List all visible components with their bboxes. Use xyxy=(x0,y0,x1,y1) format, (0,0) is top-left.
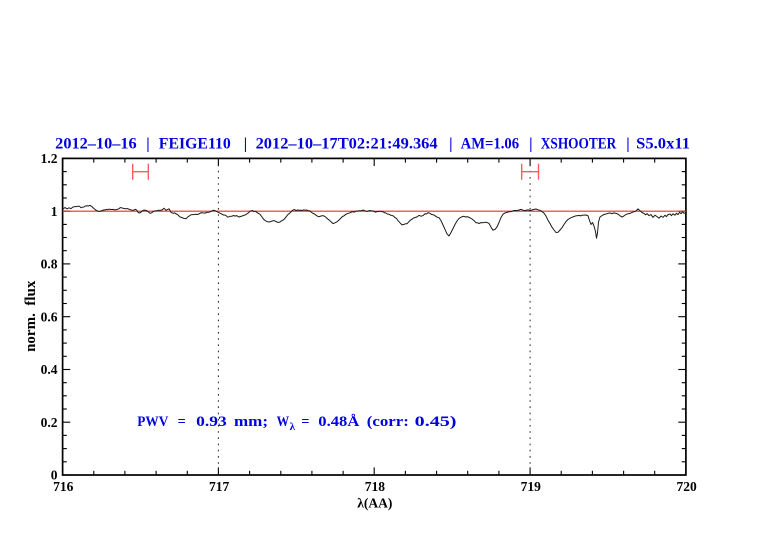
svg-text:λ: λ xyxy=(290,421,296,433)
svg-text:716: 716 xyxy=(53,479,74,494)
svg-text:mm;: mm; xyxy=(234,414,268,430)
svg-text:|: | xyxy=(626,136,629,153)
svg-text:0.45): 0.45) xyxy=(415,414,457,430)
svg-text:720: 720 xyxy=(676,479,697,494)
svg-text:FEIGE110: FEIGE110 xyxy=(159,136,231,153)
svg-text:S5.0x11: S5.0x11 xyxy=(636,136,690,153)
svg-text:2012–10–16: 2012–10–16 xyxy=(55,136,137,153)
svg-text:(corr:: (corr: xyxy=(367,414,409,430)
svg-text:717: 717 xyxy=(209,479,230,494)
svg-text:1.2: 1.2 xyxy=(41,151,58,166)
svg-text:1: 1 xyxy=(51,204,58,219)
svg-text:λ(AA): λ(AA) xyxy=(357,495,392,510)
svg-text:0.48Å: 0.48Å xyxy=(318,414,360,430)
svg-text:0.6: 0.6 xyxy=(41,309,58,324)
svg-text:|: | xyxy=(146,136,149,153)
svg-text:=: = xyxy=(301,414,309,430)
svg-text:719: 719 xyxy=(521,479,542,494)
svg-text:XSHOOTER: XSHOOTER xyxy=(541,136,617,153)
svg-text:718: 718 xyxy=(365,479,386,494)
svg-text:norm. flux: norm. flux xyxy=(23,280,39,352)
svg-text:0.4: 0.4 xyxy=(41,362,58,377)
svg-text:W: W xyxy=(277,414,290,430)
svg-text:2012–10–17T02:21:49.364: 2012–10–17T02:21:49.364 xyxy=(256,136,438,153)
svg-text:0: 0 xyxy=(51,468,58,483)
svg-text:=: = xyxy=(178,414,186,430)
svg-text:|: | xyxy=(449,136,452,153)
svg-text:0.93: 0.93 xyxy=(196,414,227,430)
svg-text:0.2: 0.2 xyxy=(41,415,58,430)
svg-text:AM=1.06: AM=1.06 xyxy=(461,136,520,153)
svg-text:|: | xyxy=(244,136,247,153)
svg-text:0.8: 0.8 xyxy=(41,257,58,272)
svg-text:|: | xyxy=(529,136,532,153)
svg-text:PWV: PWV xyxy=(137,414,169,430)
